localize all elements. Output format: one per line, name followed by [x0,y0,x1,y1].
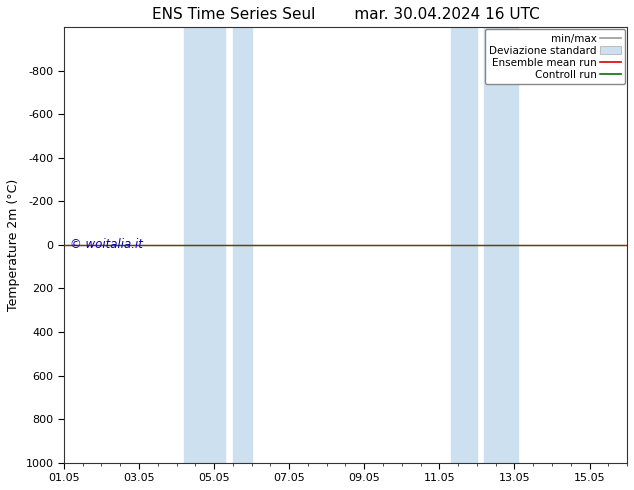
Bar [233,27,252,463]
Bar [484,27,518,463]
Title: ENS Time Series Seul        mar. 30.04.2024 16 UTC: ENS Time Series Seul mar. 30.04.2024 16 … [152,7,540,22]
Bar [451,27,477,463]
Y-axis label: Temperature 2m (°C): Temperature 2m (°C) [7,179,20,311]
Text: © woitalia.it: © woitalia.it [70,238,143,250]
Bar [184,27,225,463]
Legend: min/max, Deviazione standard, Ensemble mean run, Controll run: min/max, Deviazione standard, Ensemble m… [485,29,625,84]
